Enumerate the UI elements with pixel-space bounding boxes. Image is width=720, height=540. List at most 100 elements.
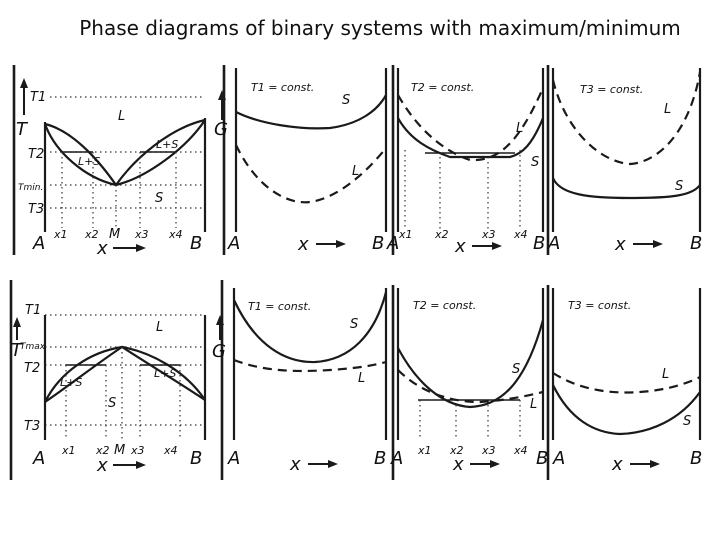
label-b: B	[690, 448, 702, 469]
bottom-g-curve-t1: T1 = const. G S L A B x	[212, 285, 395, 480]
region-solid: S	[155, 191, 163, 206]
region-ls-left: L+S	[60, 376, 82, 389]
t-axis-arrow-icon	[20, 78, 28, 88]
label-m: M	[109, 227, 120, 242]
curve-label-solid: S	[675, 179, 683, 194]
label-x2: x2	[449, 444, 464, 457]
label-g-axis: G	[212, 341, 226, 362]
label-t2: T2	[24, 361, 40, 376]
label-t1-const: T1 = const.	[248, 300, 311, 313]
label-x1: x1	[53, 228, 68, 241]
region-ls-right: L+S	[154, 367, 176, 380]
label-t-axis: T	[16, 119, 29, 140]
label-b: B	[372, 233, 384, 254]
label-t3-const: T3 = const.	[568, 299, 631, 312]
label-x2: x2	[95, 444, 110, 457]
region-ls-left: L+S	[78, 155, 100, 168]
label-x-axis: x	[297, 234, 309, 255]
label-x1: x1	[417, 444, 432, 457]
label-x2: x2	[434, 228, 449, 241]
curve-label-solid: S	[342, 93, 350, 108]
label-a: A	[227, 448, 240, 469]
label-t3: T3	[24, 419, 40, 434]
label-t3: T3	[28, 202, 44, 217]
label-b: B	[190, 448, 202, 469]
label-tmax: Tmax	[20, 342, 46, 352]
curve-label-solid: S	[350, 317, 358, 332]
label-a: A	[32, 233, 45, 254]
label-x-axis: x	[611, 454, 623, 475]
curve-label-solid: S	[531, 155, 539, 170]
label-x4: x4	[513, 228, 528, 241]
x-axis-arrow-icon	[136, 461, 146, 469]
label-b: B	[190, 233, 202, 254]
label-a: A	[32, 448, 45, 469]
curve-label-solid: S	[512, 362, 520, 377]
bottom-g-curve-t2: T2 = const. S L x1 x2 x3 x4 A B x	[390, 285, 550, 480]
bottom-g-curve-t3: T3 = const. L S A B x	[551, 288, 702, 475]
label-g-axis: G	[214, 119, 228, 140]
curve-label-liquid: L	[516, 121, 523, 136]
curve-label-liquid: L	[664, 102, 671, 117]
label-x-axis: x	[614, 234, 626, 255]
curve-label-liquid: L	[352, 164, 359, 179]
x-axis-arrow-icon	[490, 460, 500, 468]
label-b: B	[533, 233, 545, 254]
label-x3: x3	[134, 228, 149, 241]
label-b: B	[536, 448, 548, 469]
x-axis-arrow-icon	[653, 240, 663, 248]
label-a: A	[552, 448, 565, 469]
region-liquid: L	[156, 320, 163, 335]
g-axis-arrow-icon	[216, 315, 224, 325]
slide-title: Phase diagrams of binary systems with ma…	[79, 16, 681, 40]
region-solid: S	[108, 396, 116, 411]
curve-label-liquid: L	[530, 397, 537, 412]
label-t1-const: T1 = const.	[251, 81, 314, 94]
label-x-axis: x	[452, 454, 464, 475]
top-g-curve-t2: T2 = const. L S x1 x2 x3 x4 A B x	[386, 65, 550, 257]
label-t2-const: T2 = const.	[413, 299, 476, 312]
curve-label-solid: S	[683, 414, 691, 429]
label-x1: x1	[398, 228, 413, 241]
x-axis-arrow-icon	[650, 460, 660, 468]
x-axis-arrow-icon	[136, 244, 146, 252]
top-g-curve-t1: T1 = const. G S L A B x	[214, 65, 395, 255]
curve-label-liquid: L	[358, 371, 365, 386]
top-phase-diagram: T1 T T2 Tmin. T3 L L+S L+S S x1 x2 M x3 …	[12, 65, 226, 259]
label-x2: x2	[84, 228, 99, 241]
label-x3: x3	[481, 228, 496, 241]
region-ls-right: L+S	[156, 138, 178, 151]
label-b: B	[374, 448, 386, 469]
label-t1: T1	[25, 303, 41, 318]
label-x3: x3	[481, 444, 496, 457]
curve-label-liquid: L	[662, 367, 669, 382]
region-liquid: L	[118, 109, 125, 124]
label-t1: T1	[30, 90, 46, 105]
x-axis-arrow-icon	[328, 460, 338, 468]
label-a: A	[386, 233, 399, 254]
label-m: M	[114, 443, 125, 458]
label-t3-const: T3 = const.	[580, 83, 643, 96]
label-x4: x4	[513, 444, 528, 457]
label-t2: T2	[28, 147, 44, 162]
label-x1: x1	[61, 444, 76, 457]
x-axis-arrow-icon	[492, 242, 502, 250]
t-axis-arrow-icon	[13, 317, 21, 327]
label-x-axis: x	[289, 454, 301, 475]
label-x4: x4	[163, 444, 178, 457]
label-x-axis: x	[96, 455, 108, 476]
label-a: A	[390, 448, 403, 469]
bottom-phase-diagram: T1 T Tmax T2 T3 L L+S L+S S x1 x2 M x3 x…	[9, 280, 224, 480]
label-x4: x4	[168, 228, 183, 241]
top-g-curve-t3: T3 = const. L S A B x	[547, 68, 702, 255]
label-a: A	[547, 233, 560, 254]
label-x-axis: x	[96, 238, 108, 259]
label-b: B	[690, 233, 702, 254]
label-t2-const: T2 = const.	[411, 81, 474, 94]
label-a: A	[227, 233, 240, 254]
label-x-axis: x	[454, 236, 466, 257]
label-tmin: Tmin.	[18, 183, 43, 193]
label-t-axis: T	[11, 340, 24, 361]
x-axis-arrow-icon	[336, 240, 346, 248]
